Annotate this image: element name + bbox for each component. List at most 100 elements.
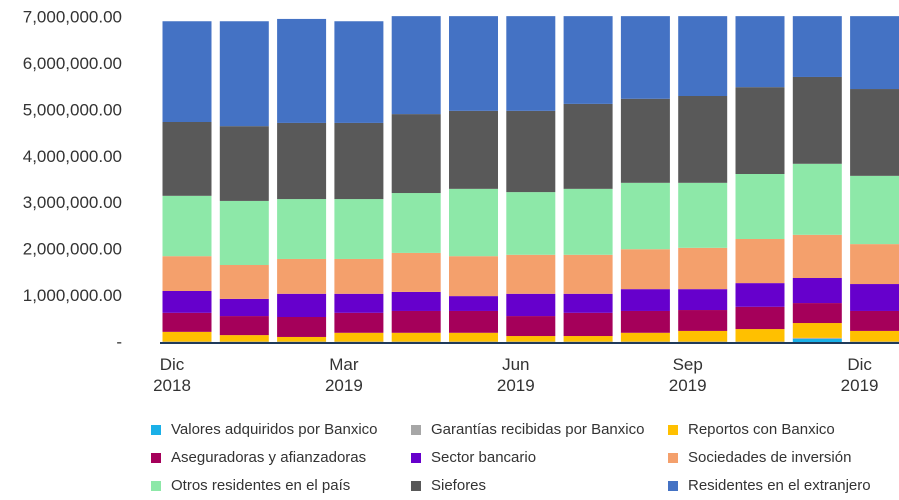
y-tick-label: - <box>116 332 122 351</box>
bar-segment <box>277 336 327 342</box>
bar-segment <box>850 284 899 311</box>
legend-swatch <box>668 481 678 491</box>
legend-swatch <box>411 453 421 463</box>
bar-segment <box>449 332 498 342</box>
legend-swatch <box>668 425 678 435</box>
bar-segment <box>162 195 212 257</box>
x-tick-label: Dic 2018 <box>153 355 191 395</box>
legend-swatch <box>411 481 421 491</box>
bar-segment <box>678 330 728 342</box>
x-tick-label: Dic 2019 <box>840 355 879 395</box>
bar-segment <box>850 175 899 245</box>
legend-swatch <box>151 425 161 435</box>
bar-segment <box>792 16 842 77</box>
bar-segment <box>391 252 441 292</box>
bar-segment <box>334 199 384 259</box>
bar-segment <box>850 89 899 176</box>
bar-segment <box>678 289 728 311</box>
bar-segment <box>219 126 269 201</box>
bar-segment <box>334 258 384 294</box>
bar-segment <box>792 163 842 235</box>
legend-label: Sector bancario <box>431 449 536 466</box>
bar-segment <box>792 337 842 339</box>
bar-segment <box>678 310 728 331</box>
legend-label: Aseguradoras y afianzadoras <box>171 449 366 466</box>
bar-segment <box>735 174 785 239</box>
bar-segment <box>620 289 670 311</box>
bar-segment <box>334 293 384 313</box>
bar-segment <box>735 283 785 307</box>
bar-segment <box>449 256 498 297</box>
bar-segment <box>678 182 728 248</box>
bar-segment <box>792 323 842 338</box>
bar-segment <box>678 96 728 183</box>
bar-segment <box>219 21 269 127</box>
bar-segment <box>563 336 613 342</box>
bar-segment <box>506 293 556 317</box>
bar-segment <box>277 122 327 200</box>
bar-segment <box>449 310 498 333</box>
bar-segment <box>792 76 842 164</box>
bar-segment <box>219 200 269 265</box>
bar-segment <box>391 193 441 253</box>
bar-segment <box>219 298 269 317</box>
y-tick-label: 3,000,000.00 <box>23 193 122 212</box>
bar-segment <box>563 254 613 294</box>
legend-label: Garantías recibidas por Banxico <box>431 421 644 438</box>
bar-segment <box>792 234 842 278</box>
legend-swatch <box>151 481 161 491</box>
bar-segment <box>162 291 212 313</box>
legend-label: Valores adquiridos por Banxico <box>171 421 378 438</box>
bar-segment <box>162 312 212 332</box>
bar-segment <box>277 317 327 337</box>
bar-segment <box>678 247 728 290</box>
bar-segment <box>563 188 613 255</box>
x-tick-label: Sep 2019 <box>668 355 707 395</box>
y-tick-label: 1,000,000.00 <box>23 286 122 305</box>
y-tick-label: 6,000,000.00 <box>23 54 122 73</box>
bar-segment <box>735 239 785 284</box>
bar-segment <box>334 332 384 342</box>
bar-segment <box>850 244 899 285</box>
y-tick-label: 7,000,000.00 <box>23 7 122 26</box>
bar-segment <box>449 188 498 257</box>
bar-segment <box>850 16 899 90</box>
bar-segment <box>449 16 498 111</box>
bar-segment <box>334 122 384 200</box>
legend-swatch <box>668 453 678 463</box>
x-tick-label: Jun 2019 <box>496 355 535 395</box>
bar-segment <box>506 110 556 193</box>
bar-segment <box>277 18 327 123</box>
legend-label: Siefores <box>431 477 486 494</box>
bar-segment <box>563 293 613 313</box>
legend-swatch <box>411 425 421 435</box>
bar-segment <box>620 16 670 99</box>
bar-segment <box>792 338 842 343</box>
y-tick-label: 5,000,000.00 <box>23 100 122 119</box>
bar-segment <box>563 312 613 337</box>
bar-segment <box>506 254 556 294</box>
bar-segment <box>735 87 785 174</box>
legend-label: Reportos con Banxico <box>688 421 835 438</box>
bar-segment <box>391 310 441 333</box>
y-tick-label: 4,000,000.00 <box>23 147 122 166</box>
bar-segment <box>277 293 327 317</box>
bar-segment <box>563 103 613 189</box>
bar-segment <box>735 329 785 342</box>
bar-segment <box>735 306 785 330</box>
legend-label: Otros residentes en el país <box>171 477 350 494</box>
bar-segment <box>277 199 327 259</box>
bar-segment <box>219 316 269 336</box>
bar-segment <box>620 310 670 333</box>
bar-segment <box>162 21 212 122</box>
bar-segment <box>563 16 613 104</box>
bar-segment <box>506 192 556 255</box>
bar-segment <box>162 331 212 342</box>
bar-segment <box>792 303 842 324</box>
bar-segment <box>219 335 269 342</box>
bar-segment <box>162 256 212 291</box>
bar-segment <box>391 291 441 311</box>
bar-segment <box>850 330 899 342</box>
